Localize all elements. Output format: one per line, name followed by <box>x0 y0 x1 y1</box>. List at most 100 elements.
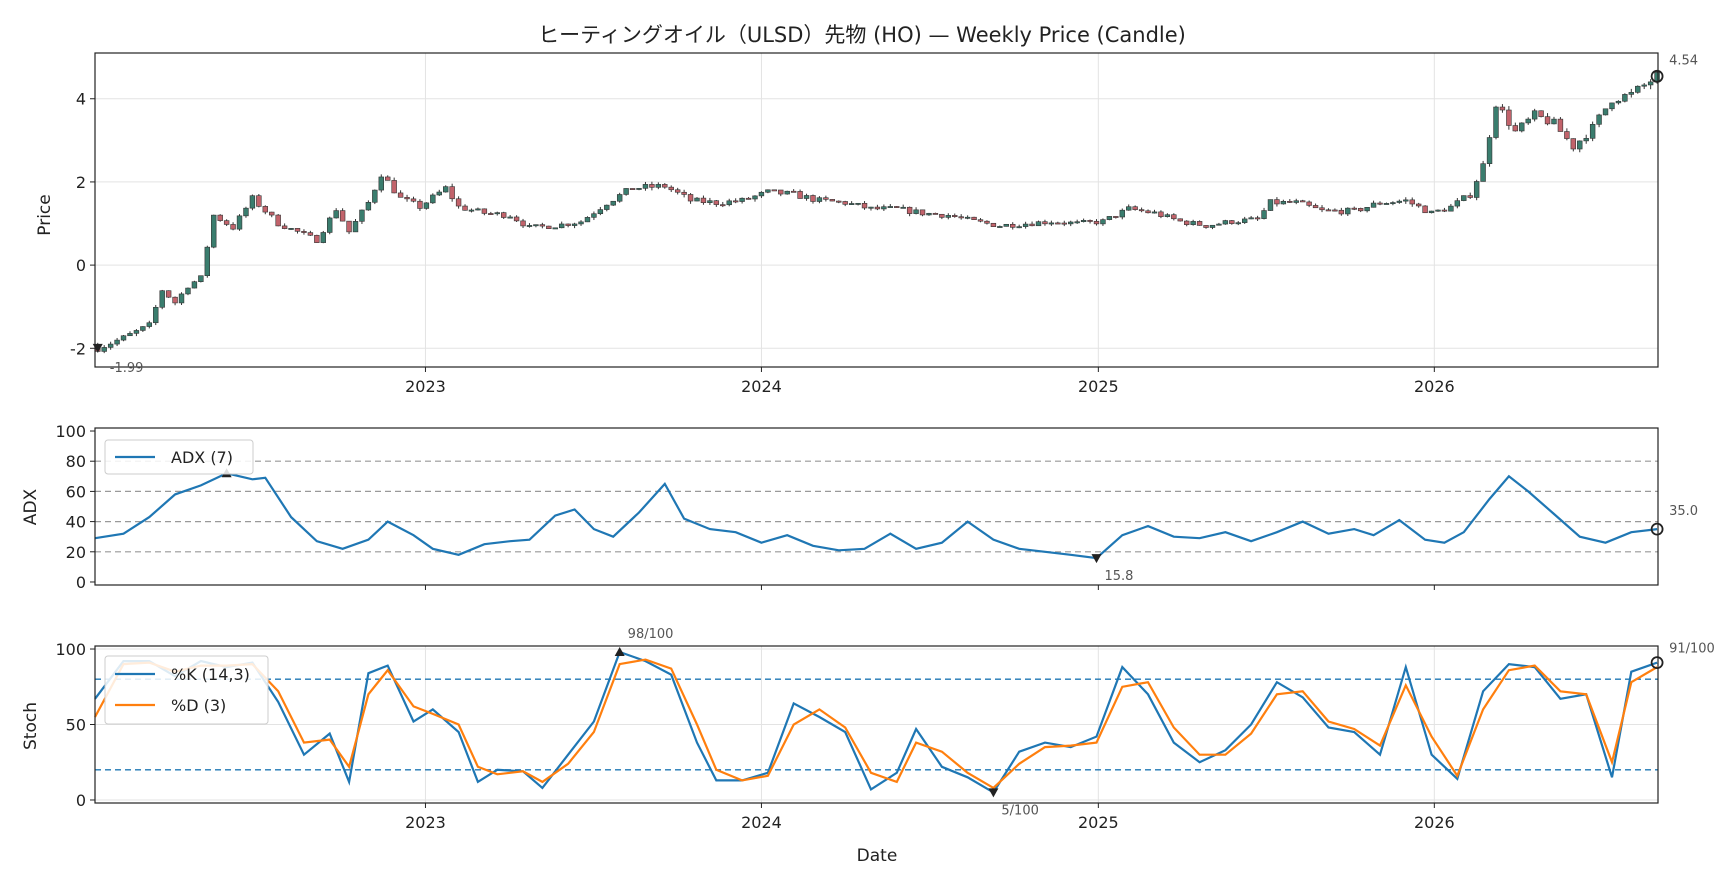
candle-body <box>765 189 771 193</box>
candle-body <box>855 202 861 205</box>
candle-body <box>1164 214 1171 217</box>
candle-body <box>1577 140 1583 150</box>
stoch-k-line <box>94 650 1658 794</box>
candle-body <box>1422 205 1428 214</box>
adx-annotations: 15.8 35.0 <box>221 468 1698 584</box>
candle-body <box>107 343 114 348</box>
candle-body <box>1557 118 1564 132</box>
candle-body <box>1564 131 1570 139</box>
candle-body <box>165 290 172 298</box>
candle-body <box>153 306 159 324</box>
candle-body <box>1010 223 1016 228</box>
candle-body <box>1364 207 1370 212</box>
candle-body <box>1261 210 1267 219</box>
price-axes-frame <box>94 52 1659 368</box>
candle-body <box>269 211 275 216</box>
candle-body <box>1203 225 1209 228</box>
candle-body <box>1158 211 1164 217</box>
candle-body <box>133 330 140 334</box>
candle-body <box>1622 94 1628 102</box>
candle-body <box>1461 195 1467 201</box>
candle-body <box>848 203 855 205</box>
adx-min-marker <box>1091 554 1102 564</box>
candle-body <box>797 191 803 199</box>
candle-body <box>281 225 288 229</box>
candle-body <box>1074 221 1080 224</box>
candle-body <box>1583 138 1589 142</box>
adx-axes-frame <box>94 427 1659 586</box>
candle-body <box>1377 202 1383 205</box>
candle-body <box>1306 201 1312 206</box>
candle-body <box>475 208 481 211</box>
price-y-ticks: -2 0 2 4 <box>70 90 95 358</box>
adx-min-label: 15.8 <box>1104 569 1133 584</box>
min-marker <box>92 343 103 353</box>
candle-body <box>771 189 778 192</box>
candle-body <box>1235 222 1241 225</box>
candle-body <box>114 339 120 345</box>
x-axis-label: Date <box>857 846 898 866</box>
candle-body <box>655 184 662 188</box>
candle-body <box>739 197 745 202</box>
y-tick-label: 60 <box>66 482 86 501</box>
candle-body <box>481 208 488 214</box>
candle-body <box>1022 223 1029 227</box>
candle-body <box>1589 124 1596 139</box>
candle-body <box>1473 181 1480 198</box>
candle-body <box>584 217 591 223</box>
candle-body <box>984 220 990 224</box>
candle-body <box>752 195 758 200</box>
stoch-min-label: 5/100 <box>1001 803 1038 818</box>
x-tick-label: 2026 <box>1414 813 1455 832</box>
candle-body <box>1293 200 1299 203</box>
candle-body <box>397 192 404 198</box>
y-tick-label: 100 <box>55 640 86 659</box>
price-gridlines <box>95 53 1658 367</box>
candle-body <box>1184 220 1190 225</box>
candle-body <box>462 205 468 211</box>
stoch-legend: %K (14,3) %D (3) <box>104 655 269 725</box>
candle-body <box>868 206 874 209</box>
candle-body <box>385 176 391 181</box>
candle-body <box>1654 72 1660 83</box>
candle-body <box>887 206 894 208</box>
stoch-legend-d-label: %D (3) <box>171 696 226 715</box>
candle-body <box>185 287 191 295</box>
candle-body <box>778 189 784 195</box>
candle-body <box>578 221 584 225</box>
candle-body <box>1486 137 1493 164</box>
candle-body <box>191 281 198 289</box>
candle-body <box>629 188 636 190</box>
x-tick-label: 2023 <box>405 813 446 832</box>
candle-body <box>816 197 823 202</box>
candle-body <box>1100 219 1106 225</box>
candle-body <box>1415 203 1422 207</box>
candle-body <box>339 210 346 222</box>
candle-body <box>636 188 642 190</box>
candle-body <box>939 213 945 218</box>
candle-body <box>1506 109 1512 126</box>
candle-body <box>861 202 868 209</box>
candle-body <box>1274 199 1280 205</box>
candle-body <box>288 228 294 230</box>
candle-body <box>1531 110 1538 120</box>
candle-body <box>1448 205 1454 212</box>
candle-body <box>146 322 153 327</box>
candle-body <box>443 186 449 193</box>
candle-body <box>1132 206 1138 210</box>
candle-body <box>926 212 932 216</box>
candle-body <box>1177 218 1183 222</box>
price-candles <box>95 70 1660 354</box>
candle-body <box>784 190 790 195</box>
candle-body <box>732 200 739 203</box>
candle-body <box>1061 222 1067 225</box>
candle-body <box>217 214 223 221</box>
stoch-gridlines <box>95 646 1658 803</box>
candle-body <box>1145 210 1151 214</box>
candle-body <box>378 176 384 191</box>
candle-body <box>1312 205 1319 209</box>
candle-body <box>1493 106 1499 138</box>
x-tick-label: 2024 <box>741 377 782 396</box>
candle-body <box>720 204 726 207</box>
stoch-y-ticks: 0 50 100 <box>55 640 95 810</box>
